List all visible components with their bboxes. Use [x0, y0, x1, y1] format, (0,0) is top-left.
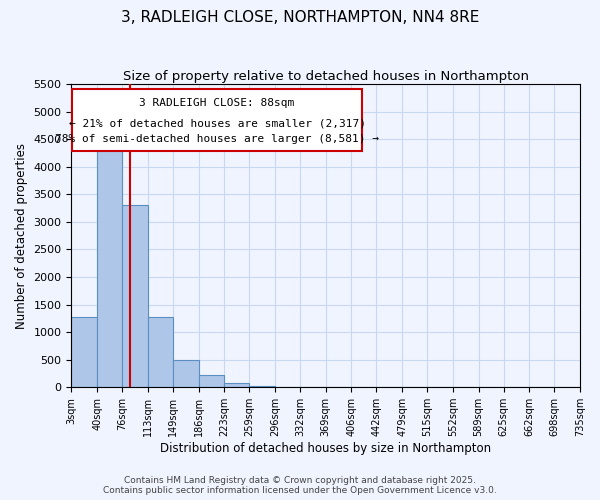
Bar — [122, 206, 148, 387]
Text: 78% of semi-detached houses are larger (8,581) →: 78% of semi-detached houses are larger (… — [55, 134, 379, 144]
Bar — [71, 317, 97, 387]
Text: Contains HM Land Registry data © Crown copyright and database right 2025.
Contai: Contains HM Land Registry data © Crown c… — [103, 476, 497, 495]
FancyBboxPatch shape — [72, 88, 362, 151]
Bar — [224, 383, 249, 387]
Y-axis label: Number of detached properties: Number of detached properties — [15, 142, 28, 328]
Title: Size of property relative to detached houses in Northampton: Size of property relative to detached ho… — [123, 70, 529, 83]
Bar — [199, 374, 224, 387]
Text: 3, RADLEIGH CLOSE, NORTHAMPTON, NN4 8RE: 3, RADLEIGH CLOSE, NORTHAMPTON, NN4 8RE — [121, 10, 479, 25]
Bar — [275, 386, 300, 387]
Text: ← 21% of detached houses are smaller (2,317): ← 21% of detached houses are smaller (2,… — [68, 118, 365, 128]
Bar — [249, 386, 275, 387]
Text: 3 RADLEIGH CLOSE: 88sqm: 3 RADLEIGH CLOSE: 88sqm — [139, 98, 295, 108]
Bar — [173, 360, 199, 387]
Bar — [148, 316, 173, 387]
X-axis label: Distribution of detached houses by size in Northampton: Distribution of detached houses by size … — [160, 442, 491, 455]
Bar — [97, 148, 122, 387]
